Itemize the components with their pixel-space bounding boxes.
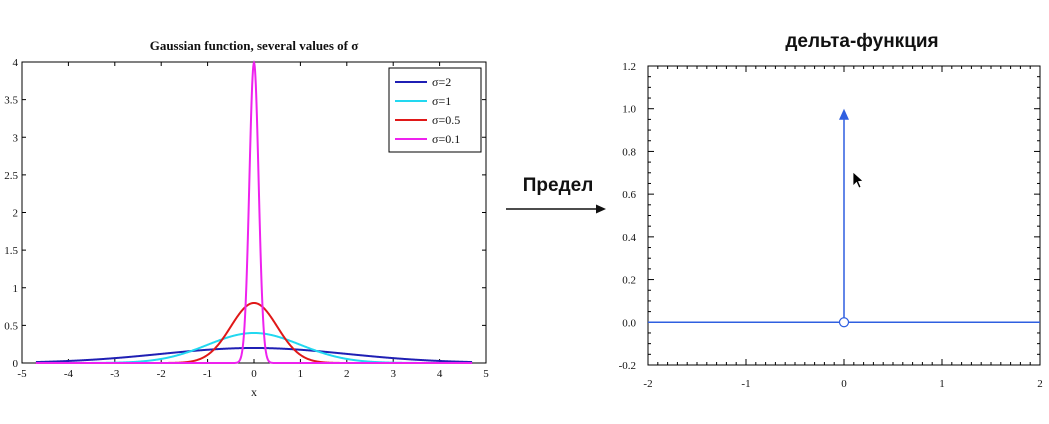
limit-arrow-head [596, 204, 606, 214]
delta-open-marker [838, 317, 850, 328]
gaussian-legend-label: σ=2 [432, 75, 451, 89]
gaussian-x-tick-label: 0 [251, 368, 257, 380]
gaussian-x-tick-label: -3 [110, 368, 120, 380]
gaussian-y-tick-label: 1 [13, 283, 19, 295]
gaussian-chart-title: Gaussian function, several values of σ [150, 38, 359, 53]
gaussian-legend-label: σ=0.1 [432, 132, 460, 146]
delta-y-tick-label: 0.4 [622, 232, 636, 244]
delta-x-tick-label: -1 [741, 378, 750, 390]
delta-y-tick-label: -0.2 [619, 360, 636, 372]
gaussian-axis-ticks: -5 -4 -3 -2 -1 0 1 2 3 4 5 0 0.5 1 1.5 2 2.5 3 3.5 4 [4, 57, 489, 380]
gaussian-y-tick-label: 3 [13, 132, 19, 144]
gaussian-x-tick-label: -1 [203, 368, 212, 380]
gaussian-x-tick-label: 5 [483, 368, 489, 380]
gaussian-series-line [35, 60, 473, 364]
delta-x-tick-label: 2 [1037, 378, 1043, 390]
delta-y-tick-label: 0.6 [622, 189, 636, 201]
gaussian-series-line [35, 346, 473, 364]
mouse-cursor-icon [852, 171, 864, 189]
gaussian-x-tick-label: 2 [344, 368, 350, 380]
gaussian-x-tick-label: 3 [390, 368, 396, 380]
gaussian-x-tick-label: -5 [17, 368, 27, 380]
delta-y-tick-label: 1.0 [622, 104, 636, 116]
limit-label: Предел [523, 175, 594, 196]
delta-chart-title: дельта-функция [785, 31, 938, 52]
gaussian-y-tick-label: 4 [13, 57, 19, 69]
delta-x-tick-label: 1 [939, 378, 945, 390]
gaussian-chart: Gaussian function, several values of σ -… [4, 38, 489, 399]
delta-y-tick-label: 1.2 [622, 61, 636, 73]
gaussian-series-group [35, 60, 473, 364]
delta-impulse-arrowhead [839, 108, 849, 120]
delta-y-tick-label: 0.8 [622, 146, 636, 158]
gaussian-x-tick-label: -4 [64, 368, 74, 380]
delta-series-group [648, 108, 1040, 328]
gaussian-y-tick-label: 0 [13, 358, 19, 370]
delta-axis-ticks: -2 -1 0 1 2 -0.2 0.0 0.2 0.4 0.6 0.8 1.0 1.2 [619, 61, 1043, 390]
delta-y-tick-label: 0.2 [622, 275, 636, 287]
delta-x-tick-label: -2 [643, 378, 652, 390]
gaussian-y-tick-label: 2 [13, 208, 19, 220]
delta-chart: дельта-функция -2 -1 0 1 2 -0.2 0.0 0.2 0.4 0.6 0.… [619, 31, 1043, 390]
gaussian-x-tick-label: -2 [157, 368, 166, 380]
gaussian-legend: σ=2 σ=1 σ=0.5 σ=0.1 [388, 67, 482, 153]
gaussian-y-tick-label: 0.5 [4, 320, 18, 332]
gaussian-x-tick-label: 4 [437, 368, 443, 380]
gaussian-legend-label: σ=0.5 [432, 113, 460, 127]
delta-y-tick-label: 0.0 [622, 317, 636, 329]
gaussian-x-axis-label: x [251, 385, 257, 399]
delta-x-tick-label: 0 [841, 378, 847, 390]
gaussian-legend-label: σ=1 [432, 94, 451, 108]
gaussian-x-tick-label: 1 [298, 368, 304, 380]
gaussian-y-tick-label: 3.5 [4, 95, 18, 107]
gaussian-y-tick-label: 1.5 [4, 245, 18, 257]
gaussian-y-tick-label: 2.5 [4, 170, 18, 182]
limit-transition: Предел [506, 175, 606, 214]
